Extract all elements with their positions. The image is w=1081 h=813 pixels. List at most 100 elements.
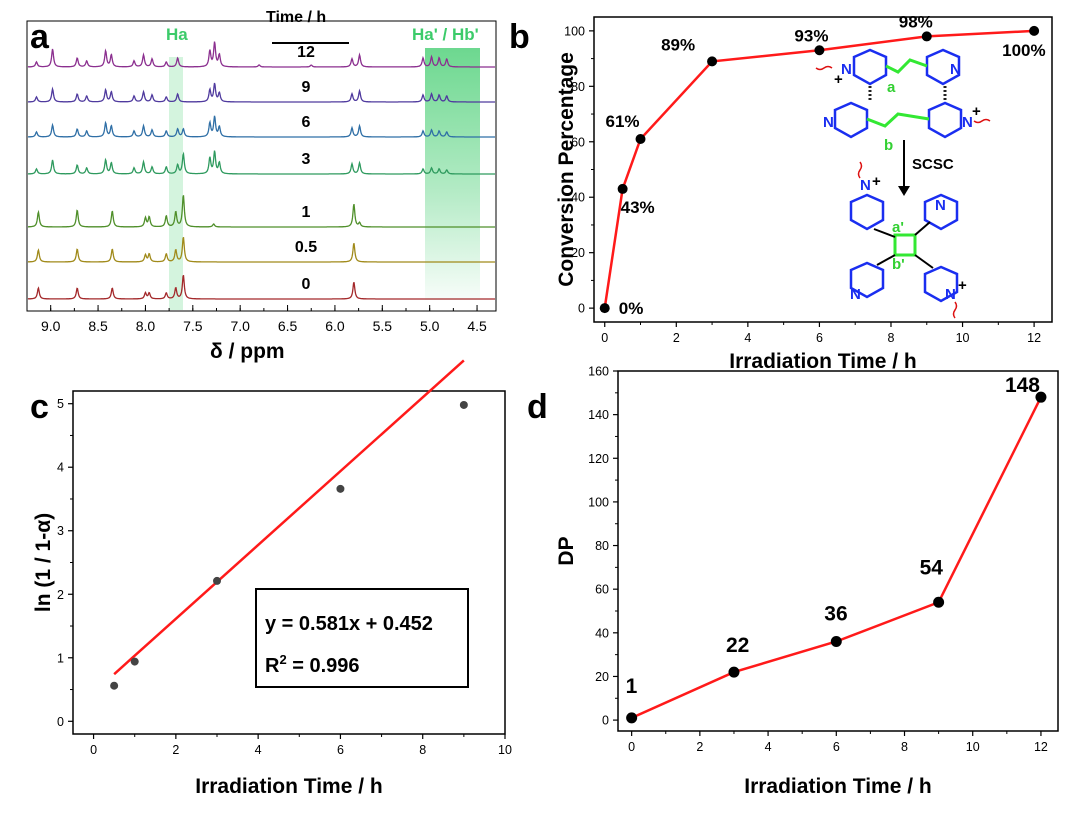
product-charge-2: + <box>958 277 967 294</box>
scsc-label: SCSC <box>912 156 954 173</box>
x-tick-label: 12 <box>1034 740 1048 754</box>
x-axis-title: Irradiation Time / h <box>744 775 931 798</box>
y-tick-label: 4 <box>57 461 64 475</box>
trace-time-label: 3 <box>302 151 311 168</box>
x-tick-label: 0 <box>628 740 635 754</box>
ppm-tick-label: 5.0 <box>420 318 440 334</box>
conversion-point-label: 89% <box>661 35 695 54</box>
conversion-line <box>603 29 1035 309</box>
x-tick-label: 6 <box>337 743 344 757</box>
olefin-a <box>885 58 928 74</box>
charge-plus-2: + <box>972 103 981 120</box>
conversion-point-label: 43% <box>621 198 655 217</box>
ppm-tick-label: 8.0 <box>136 318 156 334</box>
nmr-trace <box>28 115 495 138</box>
panel-letter-b: b <box>509 18 530 56</box>
panel-c-plot: 0 2 4 6 8 10 0 1 2 3 4 5 Irradiation Time / h ln (1 /… <box>32 359 512 798</box>
y-tick-label: 0 <box>578 302 585 316</box>
ppm-tick-label: 6.5 <box>278 318 298 334</box>
y-tick-label: 80 <box>595 539 609 553</box>
kinetics-point <box>130 657 139 666</box>
nmr-trace <box>28 236 495 263</box>
ppm-tick-label: 5.5 <box>373 318 393 334</box>
conversion-point <box>617 183 628 194</box>
ppm-axis-ticks: 9.0 8.5 8.0 7.5 7.0 6.5 6.0 5.5 5.0 4.5 <box>41 305 487 334</box>
fit-equation-box <box>255 588 469 688</box>
nmr-trace <box>27 274 495 300</box>
product-pyridinium-ring-1 <box>849 193 885 231</box>
x-tick-label: 4 <box>255 743 262 757</box>
conversion-point <box>635 134 646 144</box>
n-atom-2: N <box>950 61 961 78</box>
a-prime-label: a' <box>892 219 904 236</box>
trace-time-label: 0 <box>302 276 311 293</box>
y-tick-label: 1 <box>57 651 64 665</box>
product-bond-1 <box>873 228 896 238</box>
r-squared: R2 = 0.996 <box>265 652 360 677</box>
product-bond-3 <box>876 254 896 266</box>
panel-letter-c: c <box>30 388 49 426</box>
x-tick-label: 8 <box>888 331 895 345</box>
charge-plus-1: + <box>834 71 843 88</box>
dp-point-label: 148 <box>1005 374 1040 397</box>
conversion-point-label: 61% <box>606 112 640 131</box>
conversion-point <box>814 45 825 56</box>
nmr-trace <box>28 195 495 228</box>
y-tick-label: 0 <box>602 714 609 728</box>
x-tick-label: 4 <box>765 740 772 754</box>
kinetics-point <box>336 484 345 493</box>
kinetics-point <box>213 576 221 585</box>
y-tick-label: 0 <box>57 715 64 729</box>
olefin-a-label: a <box>887 79 896 96</box>
ha-highlight-band <box>169 57 183 310</box>
y-tick-label: 80 <box>571 80 585 94</box>
x-axis-title: Irradiation Time / h <box>729 350 916 373</box>
nmr-trace <box>28 150 495 175</box>
y-tick-label: 60 <box>595 583 609 597</box>
panel-b-conversion-chart: b 0 2 4 6 8 10 12 0 20 40 60 80 100 0% 43% 61% 89% 93% 98%… <box>509 12 1053 373</box>
dp-point-label: 36 <box>824 603 847 626</box>
conversion-point <box>1029 25 1040 36</box>
dp-line <box>631 396 1043 720</box>
x-tick-label: 10 <box>966 740 980 754</box>
linear-fit-line <box>113 359 465 676</box>
conversion-point-label: 93% <box>794 26 828 45</box>
ppm-tick-label: 7.0 <box>230 318 250 334</box>
dp-point-label: 22 <box>726 634 749 657</box>
olefin-b-label: b <box>884 137 893 154</box>
y-tick-label: 100 <box>564 24 585 38</box>
cyclobutane-ring <box>893 233 917 257</box>
y-tick-label: 140 <box>588 408 609 422</box>
ppm-tick-label: 4.5 <box>467 318 487 334</box>
y-axis-title: Conversion Percentage <box>555 52 578 287</box>
x-tick-label: 0 <box>90 743 97 757</box>
n-atom-3: N <box>823 114 834 131</box>
y-axis-title: ln (1 / 1-α) <box>32 513 55 612</box>
nmr-trace <box>27 41 495 68</box>
dp-point-label: 1 <box>626 675 638 698</box>
time-header: Time / h <box>266 9 326 26</box>
x-tick-label: 12 <box>1027 331 1041 345</box>
y-tick-label: 120 <box>588 452 609 466</box>
kinetics-point <box>459 400 468 409</box>
dp-point <box>1035 391 1047 403</box>
product-pyridinium-ring-2 <box>923 265 959 303</box>
y-tick-label: 100 <box>588 495 609 509</box>
conversion-point <box>599 303 610 314</box>
x-tick-label: 6 <box>816 331 823 345</box>
dp-point <box>933 596 945 608</box>
plot-frame <box>593 16 1053 323</box>
product-pyridine-ring-2 <box>849 261 885 299</box>
y-axis-title: DP <box>555 536 578 565</box>
linker-bond-1 <box>815 65 833 71</box>
x-tick-label: 0 <box>601 331 608 345</box>
panel-letter-d: d <box>527 388 548 426</box>
panel-d-dp-chart: d 0 2 4 6 8 10 1202040608010012014016012236541… <box>527 365 1059 798</box>
molecule-scheme: N N N N + + a b SCSC <box>815 48 991 319</box>
conversion-point-label: 100% <box>1002 41 1045 60</box>
plot-frame <box>617 370 1059 732</box>
trace-time-label: 6 <box>302 114 311 131</box>
conversion-point <box>921 31 932 42</box>
product-charge-1: + <box>872 173 881 190</box>
